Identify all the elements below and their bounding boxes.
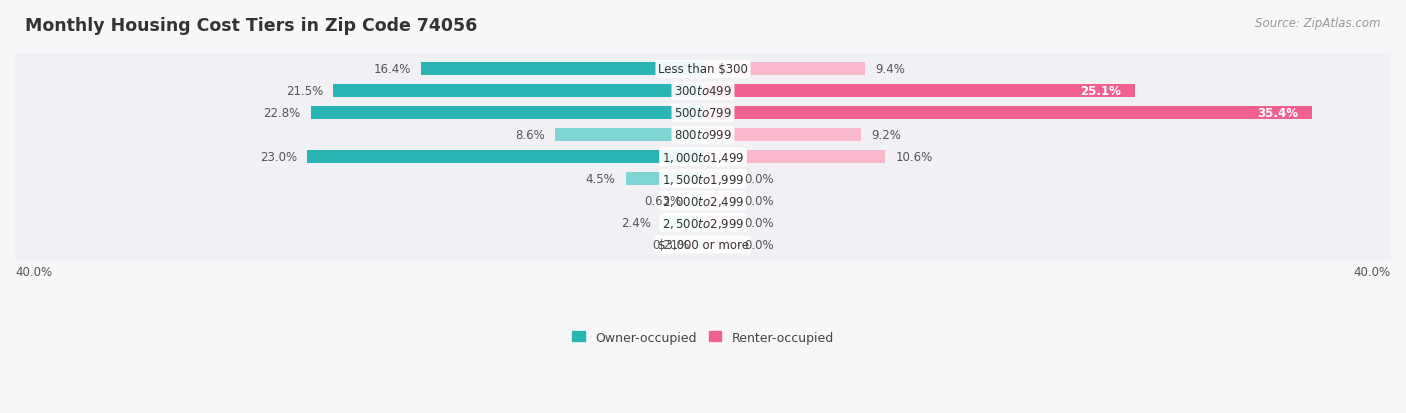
Text: 8.6%: 8.6% bbox=[515, 129, 544, 142]
Bar bbox=[333, 85, 703, 98]
Text: 40.0%: 40.0% bbox=[15, 266, 52, 279]
Text: 4.5%: 4.5% bbox=[585, 173, 616, 186]
Bar bbox=[626, 173, 703, 185]
Text: Monthly Housing Cost Tiers in Zip Code 74056: Monthly Housing Cost Tiers in Zip Code 7… bbox=[25, 17, 478, 34]
FancyBboxPatch shape bbox=[7, 185, 1399, 217]
Text: 0.21%: 0.21% bbox=[652, 238, 689, 252]
FancyBboxPatch shape bbox=[7, 76, 1399, 107]
FancyBboxPatch shape bbox=[7, 54, 1399, 85]
Bar bbox=[703, 195, 734, 207]
Text: $3,000 or more: $3,000 or more bbox=[658, 238, 748, 252]
Text: 9.4%: 9.4% bbox=[875, 63, 905, 76]
Text: 0.0%: 0.0% bbox=[744, 173, 773, 186]
Text: 16.4%: 16.4% bbox=[373, 63, 411, 76]
Bar bbox=[420, 63, 703, 76]
Bar bbox=[703, 107, 1312, 120]
FancyBboxPatch shape bbox=[7, 164, 1399, 195]
FancyBboxPatch shape bbox=[7, 229, 1399, 261]
Bar bbox=[699, 239, 703, 251]
Text: 10.6%: 10.6% bbox=[896, 151, 934, 164]
Text: 21.5%: 21.5% bbox=[285, 85, 323, 98]
Text: $500 to $799: $500 to $799 bbox=[673, 107, 733, 120]
Bar bbox=[703, 63, 865, 76]
Text: 0.0%: 0.0% bbox=[744, 238, 773, 252]
Bar bbox=[703, 151, 886, 164]
Legend: Owner-occupied, Renter-occupied: Owner-occupied, Renter-occupied bbox=[572, 331, 834, 344]
Bar bbox=[703, 239, 734, 251]
Text: Source: ZipAtlas.com: Source: ZipAtlas.com bbox=[1256, 17, 1381, 29]
Text: 23.0%: 23.0% bbox=[260, 151, 297, 164]
Text: 0.0%: 0.0% bbox=[744, 216, 773, 230]
Bar bbox=[692, 195, 703, 207]
Bar bbox=[703, 85, 1135, 98]
Text: $2,500 to $2,999: $2,500 to $2,999 bbox=[662, 216, 744, 230]
FancyBboxPatch shape bbox=[7, 98, 1399, 129]
Bar bbox=[703, 217, 734, 229]
Text: $1,000 to $1,499: $1,000 to $1,499 bbox=[662, 150, 744, 164]
FancyBboxPatch shape bbox=[7, 207, 1399, 239]
Text: $300 to $499: $300 to $499 bbox=[673, 85, 733, 98]
FancyBboxPatch shape bbox=[7, 120, 1399, 151]
FancyBboxPatch shape bbox=[7, 142, 1399, 173]
Text: 0.0%: 0.0% bbox=[744, 195, 773, 208]
Text: 35.4%: 35.4% bbox=[1257, 107, 1298, 120]
Bar bbox=[311, 107, 703, 120]
Bar bbox=[555, 129, 703, 142]
Text: 22.8%: 22.8% bbox=[263, 107, 301, 120]
Bar bbox=[703, 129, 862, 142]
Text: 25.1%: 25.1% bbox=[1080, 85, 1121, 98]
Text: 0.63%: 0.63% bbox=[645, 195, 682, 208]
Text: 2.4%: 2.4% bbox=[621, 216, 651, 230]
Text: Less than $300: Less than $300 bbox=[658, 63, 748, 76]
Text: $1,500 to $1,999: $1,500 to $1,999 bbox=[662, 172, 744, 186]
Text: 40.0%: 40.0% bbox=[1354, 266, 1391, 279]
Bar bbox=[662, 217, 703, 229]
Text: $2,000 to $2,499: $2,000 to $2,499 bbox=[662, 194, 744, 208]
Text: $800 to $999: $800 to $999 bbox=[673, 129, 733, 142]
Text: 9.2%: 9.2% bbox=[872, 129, 901, 142]
Bar bbox=[703, 173, 734, 185]
Bar bbox=[308, 151, 703, 164]
